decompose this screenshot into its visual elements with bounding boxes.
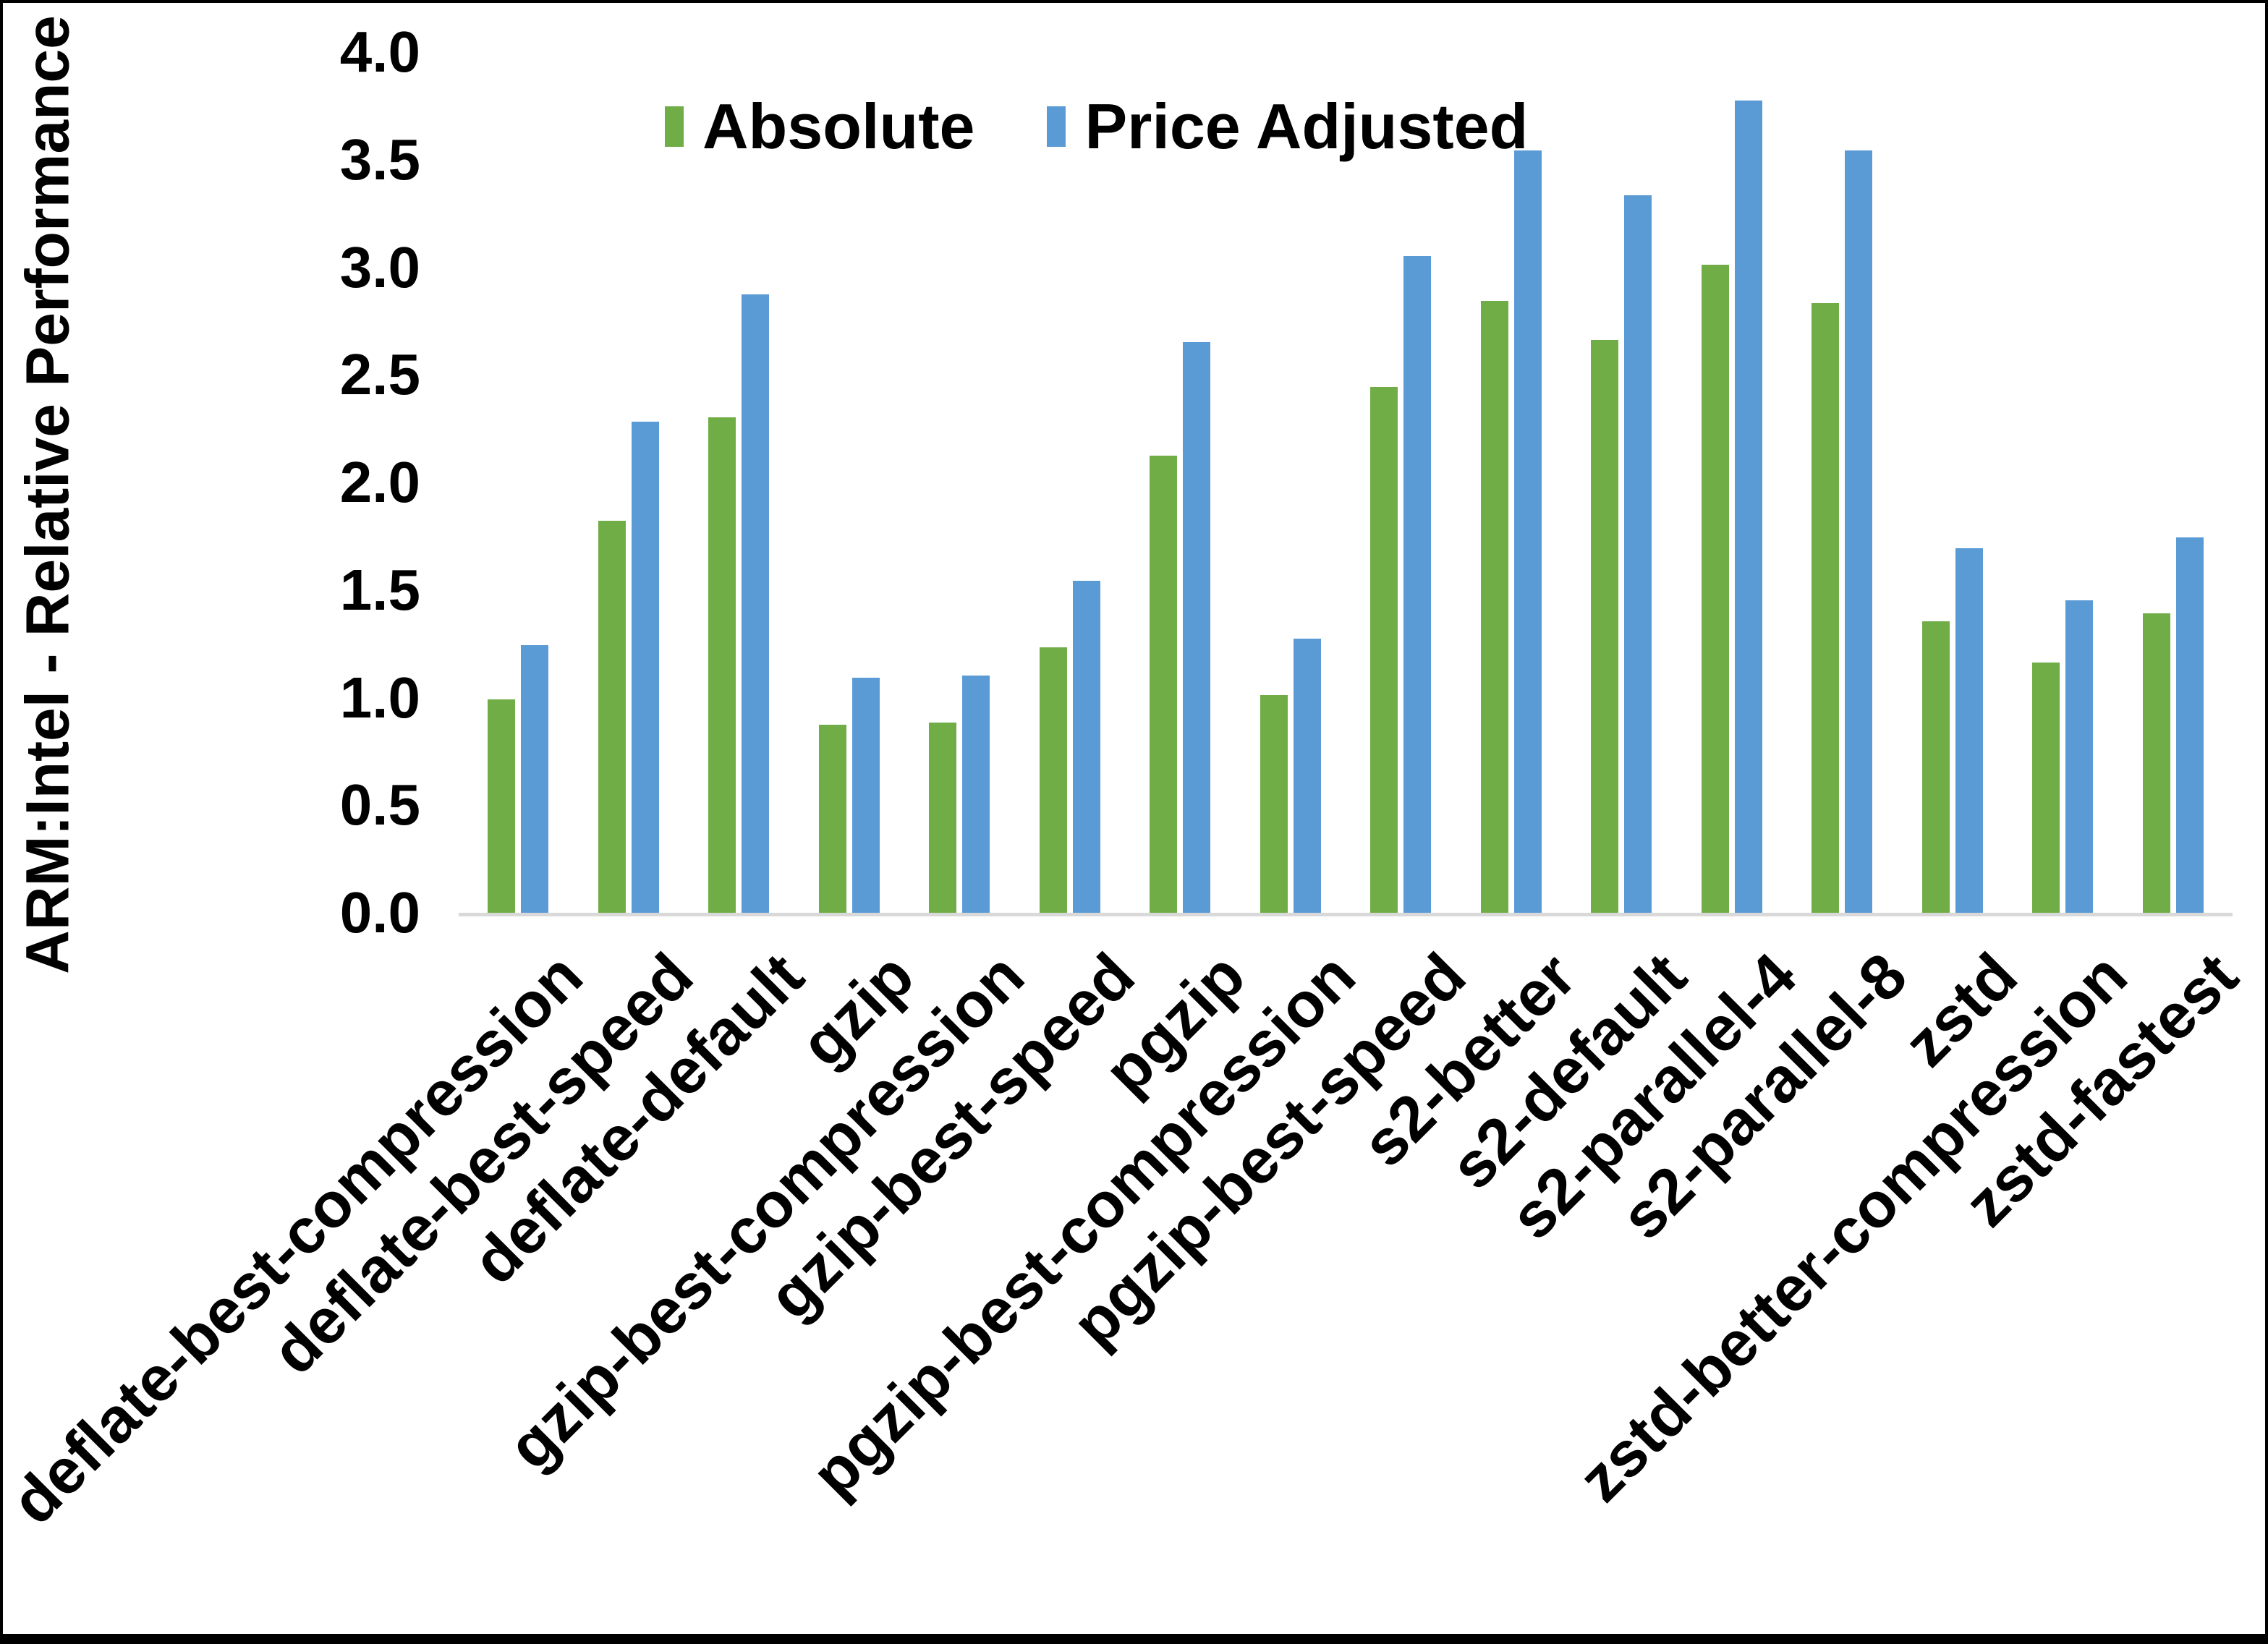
bar-price-adjusted xyxy=(1955,548,1983,914)
bar-price-adjusted xyxy=(742,294,770,914)
bar-price-adjusted xyxy=(2065,600,2094,914)
legend-label-price-adjusted: Price Adjusted xyxy=(1084,90,1529,162)
y-tick-label: 0.0 xyxy=(339,880,420,945)
y-tick-label: 1.5 xyxy=(339,557,420,622)
legend: Absolute Price Adjusted xyxy=(665,90,1528,163)
legend-item-price-adjusted: Price Adjusted xyxy=(1047,90,1528,163)
bar-price-adjusted xyxy=(851,677,880,914)
y-axis-title: ARM:Intel - Relative Performance xyxy=(13,15,82,974)
y-tick-label: 3.0 xyxy=(339,234,420,299)
legend-swatch-absolute xyxy=(665,106,684,147)
y-tick-label: 0.5 xyxy=(339,772,420,838)
bar-absolute xyxy=(2032,662,2060,914)
bar-price-adjusted xyxy=(962,675,990,914)
bar-absolute xyxy=(818,725,846,914)
bar-price-adjusted xyxy=(1513,150,1542,914)
bar-price-adjusted xyxy=(1072,580,1100,914)
bar-absolute xyxy=(1921,621,1950,914)
bar-absolute xyxy=(1370,387,1398,914)
bar-absolute xyxy=(708,417,736,914)
bar-absolute xyxy=(488,699,516,914)
x-axis-line xyxy=(459,913,2233,916)
bar-absolute xyxy=(1701,264,1729,914)
y-tick-label: 2.5 xyxy=(339,342,420,407)
bar-price-adjusted xyxy=(1845,150,1873,914)
bar-absolute xyxy=(1812,303,1840,914)
y-tick-label: 4.0 xyxy=(339,20,420,85)
bar-price-adjusted xyxy=(1624,195,1652,914)
bar-price-adjusted xyxy=(521,645,549,914)
y-tick-label: 1.0 xyxy=(339,665,420,730)
bar-absolute xyxy=(1150,456,1178,914)
legend-item-absolute: Absolute xyxy=(665,90,974,163)
bar-price-adjusted xyxy=(1293,639,1321,914)
bar-absolute xyxy=(2142,613,2170,914)
bar-absolute xyxy=(1591,339,1619,914)
legend-label-absolute: Absolute xyxy=(702,90,975,162)
y-tick-label: 2.0 xyxy=(339,450,420,515)
bar-absolute xyxy=(1260,694,1288,914)
bar-price-adjusted xyxy=(1183,341,1211,914)
bar-absolute xyxy=(929,723,957,914)
bar-absolute xyxy=(1039,647,1067,914)
bar-price-adjusted xyxy=(2175,537,2204,914)
bar-price-adjusted xyxy=(1734,101,1762,914)
bar-absolute xyxy=(598,520,626,914)
bar-absolute xyxy=(1480,301,1508,914)
bar-price-adjusted xyxy=(631,421,659,914)
legend-swatch-price-adjusted xyxy=(1047,106,1066,147)
y-tick-label: 3.5 xyxy=(339,127,420,192)
bar-price-adjusted xyxy=(1403,255,1432,914)
